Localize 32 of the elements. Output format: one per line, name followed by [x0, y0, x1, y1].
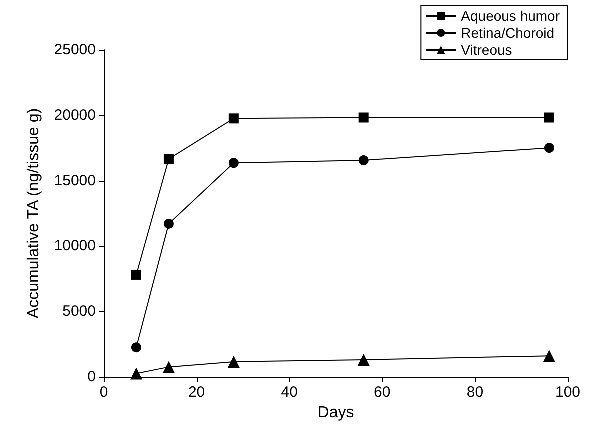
x-tick-label: 80 — [466, 384, 484, 401]
x-tick-label: 20 — [188, 384, 206, 401]
point — [358, 354, 370, 366]
x-tick-label: 60 — [374, 384, 391, 401]
legend-label: Aqueous humor — [461, 8, 560, 24]
point — [228, 114, 239, 124]
x-tick-label: 40 — [281, 384, 298, 401]
x-axis-title: Days — [318, 404, 354, 422]
legend-label: Vitreous — [461, 42, 512, 58]
x-tick-label: 100 — [555, 384, 581, 401]
point — [358, 112, 369, 123]
point — [130, 368, 142, 380]
point — [543, 350, 556, 362]
y-tick-label: 20000 — [54, 106, 96, 124]
legend-label: Retina/Choroid — [461, 25, 555, 41]
point — [544, 112, 554, 123]
y-tick-label: 5000 — [62, 303, 96, 320]
point — [164, 218, 174, 229]
x-tick-label: 0 — [100, 384, 108, 401]
y-tick-label: 15000 — [54, 172, 96, 190]
point — [228, 356, 240, 368]
point — [228, 158, 239, 168]
point — [131, 270, 142, 280]
point — [358, 156, 369, 166]
point — [162, 361, 175, 374]
point — [131, 342, 142, 353]
point — [164, 154, 174, 164]
y-tick-label: 0 — [88, 368, 96, 386]
y-tick-label: 10000 — [54, 238, 96, 255]
y-axis-title: Accumulative TA (ng/tissue g) — [26, 108, 42, 319]
point — [544, 143, 554, 154]
y-tick-label: 25000 — [54, 42, 96, 58]
